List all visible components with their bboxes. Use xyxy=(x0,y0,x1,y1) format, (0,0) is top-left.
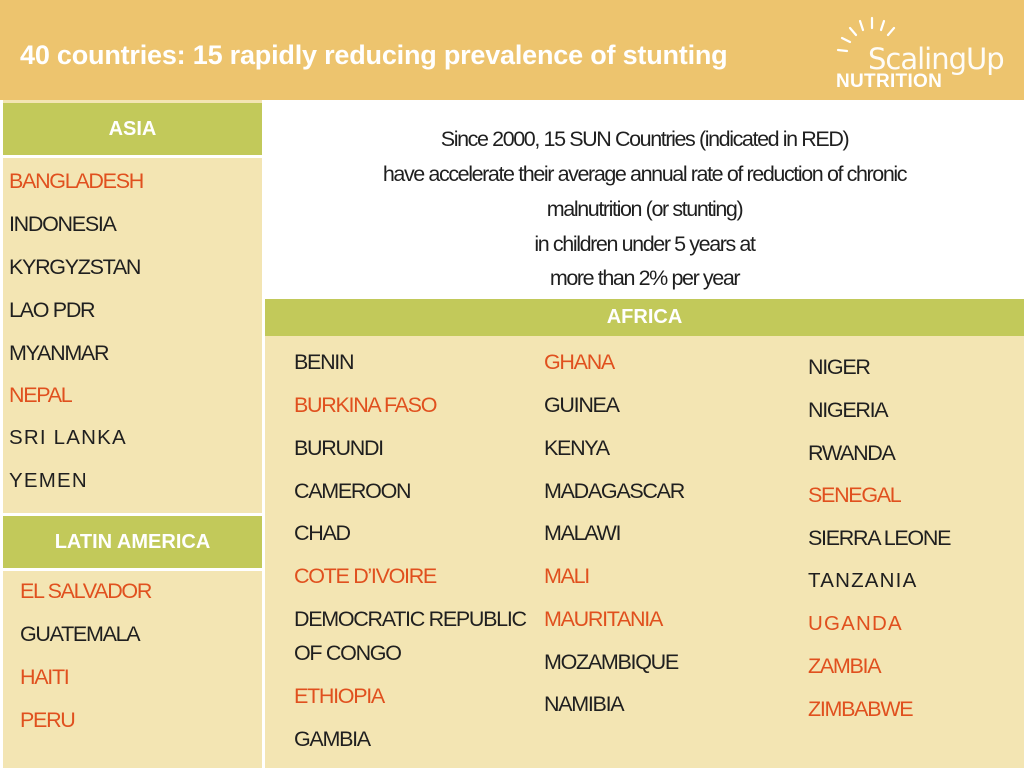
list-item: LAO PDR xyxy=(9,298,96,322)
list-item: CAMEROON xyxy=(294,479,412,503)
list-item: MADAGASCAR xyxy=(544,479,685,503)
sunburst-icon xyxy=(836,16,896,53)
logo-wordmark-top: ScalingUp xyxy=(868,42,1005,76)
scaling-up-nutrition-logo: ScalingUp NUTRITION xyxy=(832,14,1017,94)
intro-line: in children under 5 years at xyxy=(534,232,756,256)
list-item: SIERRA LEONE xyxy=(808,526,951,550)
list-item: HAITI xyxy=(20,665,70,689)
list-item: EL SALVADOR xyxy=(20,579,152,603)
left-panel xyxy=(0,100,262,768)
divider xyxy=(3,155,262,158)
list-item: MALAWI xyxy=(544,521,622,545)
list-item: MOZAMBIQUE xyxy=(544,650,679,674)
list-item: NIGER xyxy=(808,355,871,379)
list-item: SENEGAL xyxy=(808,483,902,507)
intro-text: Since 2000, 15 SUN Countries (indicated … xyxy=(265,100,1024,299)
list-item: UGANDA xyxy=(808,612,903,635)
list-item: RWANDA xyxy=(808,441,896,465)
list-item: INDONESIA xyxy=(9,212,117,236)
intro-line: have accelerate their average annual rat… xyxy=(382,162,908,186)
list-item: BURKINA FASO xyxy=(294,393,437,417)
list-item: DEMOCRATIC REPUBLIC xyxy=(294,607,527,631)
divider xyxy=(3,513,262,516)
list-item: SRI LANKA xyxy=(9,426,127,449)
logo-wordmark-bottom: NUTRITION xyxy=(836,71,943,92)
asia-header: ASIA xyxy=(3,103,262,155)
list-item: GUINEA xyxy=(544,393,620,417)
africa-header: AFRICA xyxy=(265,299,1024,336)
intro-line: malnutrition (or stunting) xyxy=(546,197,744,221)
list-item: GUATEMALA xyxy=(20,622,141,646)
list-item: PERU xyxy=(20,708,76,732)
list-item: MAURITANIA xyxy=(544,607,663,631)
list-item: BURUNDI xyxy=(294,436,384,460)
list-item: MYANMAR xyxy=(9,341,110,365)
list-item: BENIN xyxy=(294,350,355,374)
divider xyxy=(3,568,262,571)
header-bar: 40 countries: 15 rapidly reducing preval… xyxy=(0,0,1024,100)
list-item: GHANA xyxy=(544,350,615,374)
latin-america-header: LATIN AMERICA xyxy=(3,516,262,568)
list-item: KYRGYZSTAN xyxy=(9,255,141,279)
list-item: COTE D’IVOIRE xyxy=(294,564,437,588)
list-item: NEPAL xyxy=(9,383,73,407)
list-item: ETHIOPIA xyxy=(294,684,385,708)
list-item: ZAMBIA xyxy=(808,654,882,678)
page-title: 40 countries: 15 rapidly reducing preval… xyxy=(20,40,728,70)
list-item: ZIMBABWE xyxy=(808,697,914,721)
list-item: MALI xyxy=(544,564,590,588)
list-item: YEMEN xyxy=(9,469,88,492)
list-item: NIGERIA xyxy=(808,398,889,422)
panel-divider xyxy=(262,100,265,768)
list-item: OF CONGO xyxy=(294,641,402,665)
list-item: CHAD xyxy=(294,521,351,545)
intro-line: Since 2000, 15 SUN Countries (indicated … xyxy=(440,127,850,151)
list-item: BANGLADESH xyxy=(9,169,144,193)
list-item: KENYA xyxy=(544,436,610,460)
list-item: GAMBIA xyxy=(294,727,371,751)
list-item: TANZANIA xyxy=(808,569,918,592)
africa-panel xyxy=(265,336,1024,768)
list-item: NAMIBIA xyxy=(544,692,625,716)
intro-line: more than 2% per year xyxy=(549,266,741,290)
